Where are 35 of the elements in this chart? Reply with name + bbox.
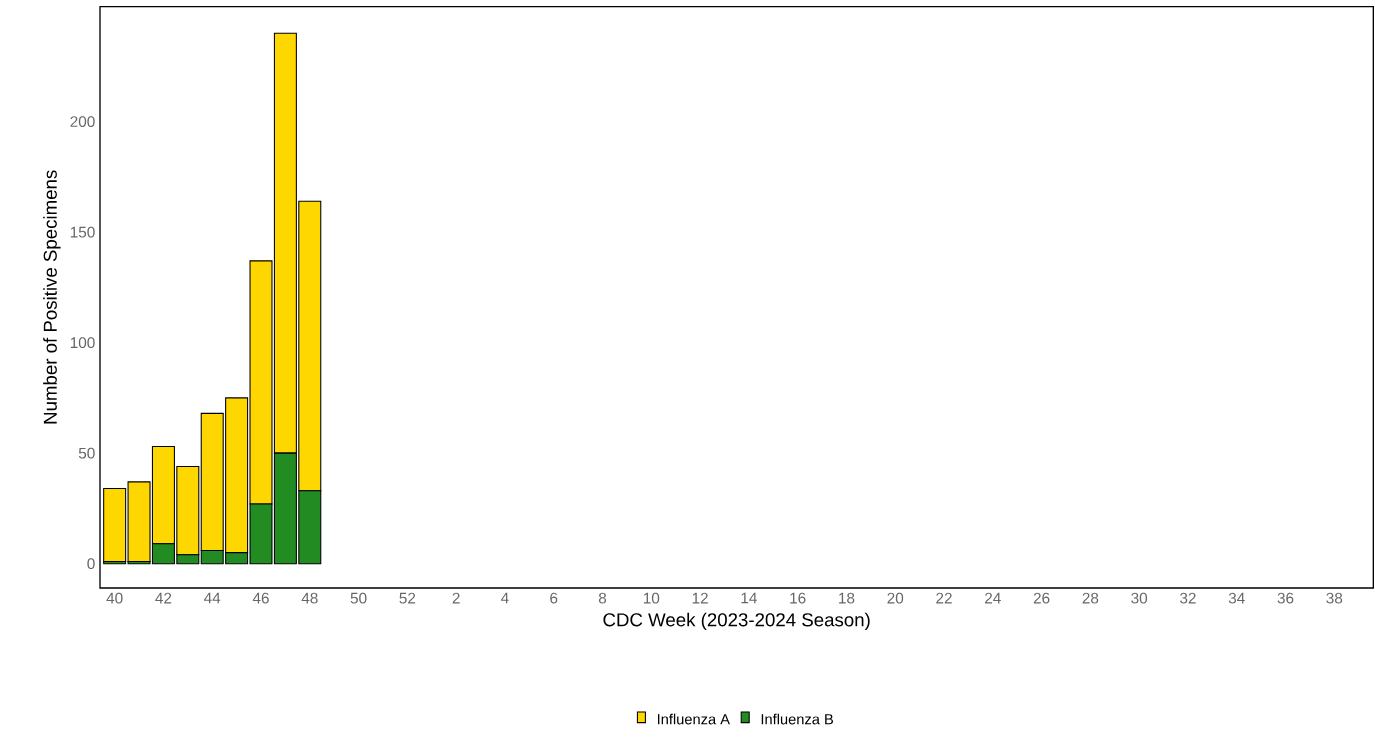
- legend-label: Influenza A: [657, 713, 730, 725]
- y-tick-label: 100: [70, 337, 95, 349]
- x-tick-label: 24: [985, 592, 1001, 604]
- x-tick-label: 38: [1326, 592, 1343, 604]
- x-tick-label: 8: [598, 592, 607, 604]
- x-axis-title: CDC Week (2023-2024 Season): [603, 612, 870, 631]
- x-tick-label: 48: [301, 592, 318, 604]
- x-tick-label: 32: [1180, 592, 1196, 604]
- x-tick-label: 6: [550, 592, 558, 604]
- x-tick-label: 14: [741, 592, 757, 604]
- x-tick-label: 30: [1131, 592, 1148, 604]
- x-tick-label: 18: [839, 592, 855, 604]
- y-tick-label: 150: [70, 226, 95, 238]
- x-tick-label: 40: [106, 592, 123, 604]
- y-tick-label: 0: [87, 558, 95, 570]
- x-tick-label: 28: [1082, 592, 1099, 604]
- x-tick-label: 26: [1033, 592, 1050, 604]
- x-tick-label: 42: [155, 592, 172, 604]
- y-axis-title: Number of Positive Specimens: [43, 170, 61, 424]
- x-tick-label: 2: [452, 592, 460, 604]
- x-tick-label: 22: [936, 592, 952, 604]
- x-tick-label: 36: [1277, 592, 1294, 604]
- x-tick-label: 34: [1228, 592, 1245, 604]
- x-tick-label: 12: [692, 592, 708, 604]
- x-tick-label: 16: [790, 592, 806, 604]
- x-tick-label: 20: [887, 592, 904, 604]
- x-tick-label: 46: [252, 592, 269, 604]
- x-tick-label: 10: [643, 592, 660, 604]
- x-tick-label: 50: [350, 592, 367, 604]
- x-tick-label: 44: [204, 592, 221, 604]
- x-tick-label: 4: [501, 592, 509, 604]
- legend-label: Influenza B: [761, 713, 833, 725]
- y-tick-label: 50: [78, 447, 95, 459]
- x-tick-label: 52: [399, 592, 416, 604]
- y-tick-label: 200: [70, 116, 95, 128]
